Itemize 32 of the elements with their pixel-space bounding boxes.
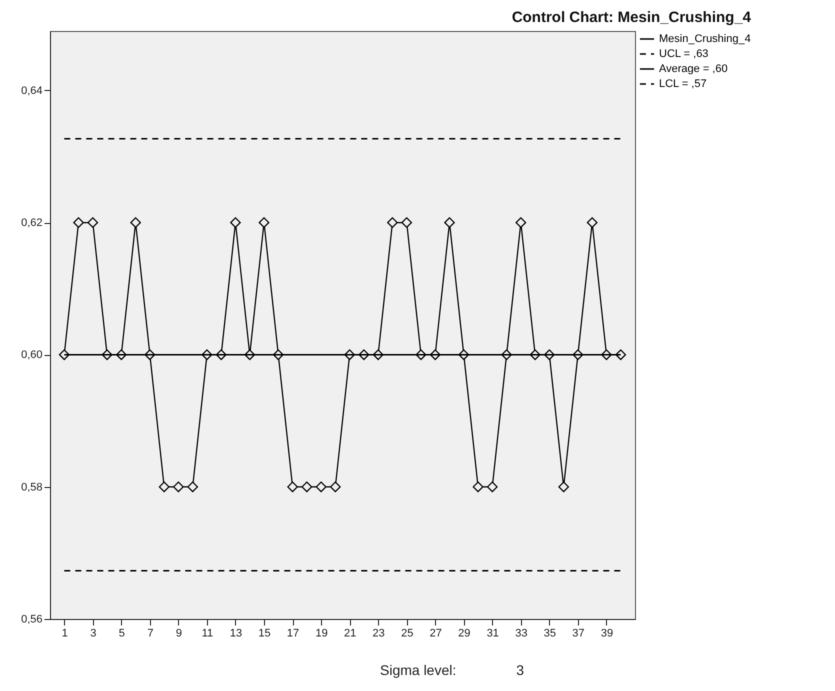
y-tick-label: 0,62: [21, 217, 42, 230]
text: Sigma level:: [380, 662, 456, 678]
x-tick-label: 15: [258, 628, 271, 640]
y-tick-label: 0,56: [21, 614, 42, 626]
y-tick-label: 0,64: [21, 84, 42, 97]
y-tick-label: 0,60: [21, 349, 42, 362]
x-tick-label: 33: [515, 628, 528, 640]
text: 3: [516, 662, 524, 678]
x-tick-label: 27: [430, 628, 442, 640]
x-tick-label: 21: [344, 628, 356, 640]
x-tick-label: 1: [62, 628, 68, 640]
y-tick-label: 0,58: [21, 481, 42, 494]
x-tick-label: 9: [176, 628, 182, 640]
x-tick-label: 11: [202, 628, 214, 640]
x-tick-label: 35: [544, 628, 556, 640]
x-tick-label: 5: [118, 628, 125, 640]
x-tick-label: 37: [572, 628, 585, 640]
legend-label: Mesin_Crushing_4: [659, 33, 751, 45]
legend-label: UCL = ,63: [659, 48, 708, 60]
x-tick-label: 25: [401, 628, 414, 640]
x-tick-label: 13: [230, 628, 242, 640]
x-tick-label: 39: [600, 628, 614, 640]
x-tick-label: 29: [458, 628, 470, 640]
x-tick-label: 19: [315, 628, 328, 640]
legend-label: Average = ,60: [659, 63, 728, 75]
x-tick-label: 7: [147, 628, 154, 640]
chart-title: Control Chart: Mesin_Crushing_4: [512, 9, 752, 26]
x-tick-label: 3: [90, 628, 96, 640]
x-tick-label: 17: [286, 628, 300, 640]
legend-label: LCL = ,57: [659, 78, 707, 90]
x-tick-label: 23: [372, 628, 385, 640]
x-tick-label: 31: [486, 628, 499, 640]
